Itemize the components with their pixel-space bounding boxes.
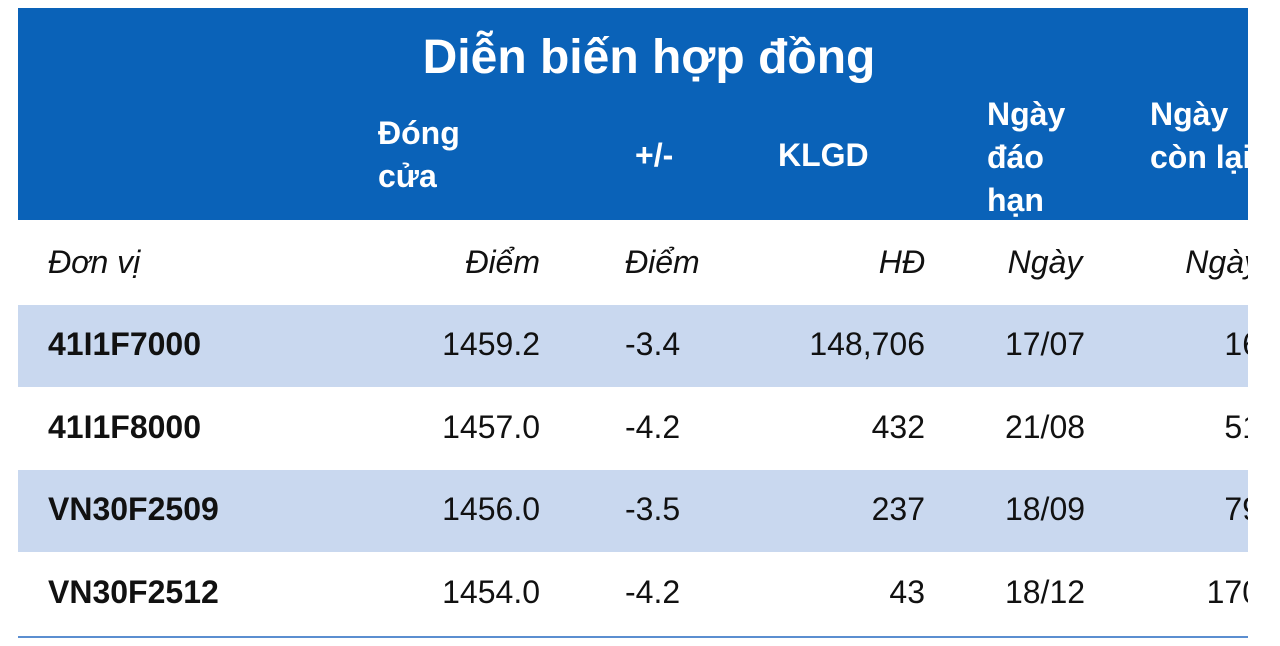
- header-cell: Ngày còn lại: [1150, 96, 1248, 175]
- row-label: 41I1F7000: [48, 326, 202, 362]
- unit-cell: Ngày: [1007, 244, 1083, 280]
- title-band: [18, 8, 1248, 90]
- data-cell: 432: [871, 408, 925, 445]
- header-cell: Đóng cửa: [378, 115, 460, 194]
- header-cell: KLGD: [778, 137, 869, 173]
- data-cell: 16: [1224, 326, 1248, 362]
- unit-cell: Điểm: [465, 244, 540, 280]
- data-cell: 1456.0: [442, 491, 540, 527]
- row-label: 41I1F8000: [48, 408, 202, 445]
- data-cell: 18/09: [1004, 491, 1086, 527]
- table-title: Diễn biến hợp đồng: [422, 31, 876, 84]
- unit-cell: Đơn vị: [48, 244, 141, 280]
- unit-cell: Điểm: [625, 244, 700, 280]
- header-cell: +/-: [635, 137, 674, 173]
- data-cell: 79: [1224, 491, 1248, 527]
- row-label: VN30F2512: [48, 573, 219, 610]
- data-cell: 51: [1224, 408, 1248, 445]
- data-cell: -4.2: [625, 408, 681, 445]
- data-cell: -3.5: [625, 491, 681, 527]
- header-cell: Ngày đáo hạn: [987, 96, 1066, 218]
- data-cell: 148,706: [809, 326, 925, 362]
- data-cell: 21/08: [1004, 408, 1086, 445]
- header-band: [18, 90, 1248, 220]
- data-cell: 1459.2: [442, 326, 540, 362]
- unit-cell: Ngày: [1185, 244, 1248, 280]
- data-cell: -4.2: [625, 573, 681, 610]
- data-cell: 17/07: [1004, 326, 1086, 362]
- data-cell: 18/12: [1004, 573, 1086, 610]
- table: Diễn biến hợp đồng Đóng cửa +/- KLGD Ngày đ…: [18, 8, 1248, 638]
- row-label: VN30F2509: [48, 491, 219, 527]
- data-cell: 1457.0: [442, 408, 540, 445]
- data-cell: 1454.0: [442, 573, 540, 610]
- data-cell: 43: [889, 573, 925, 610]
- unit-cell: HĐ: [878, 244, 925, 280]
- data-cell: 237: [871, 491, 925, 527]
- row-band: [18, 305, 1248, 387]
- data-cell: 170: [1206, 573, 1248, 610]
- row-band: [18, 470, 1248, 552]
- data-cell: -3.4: [625, 326, 681, 362]
